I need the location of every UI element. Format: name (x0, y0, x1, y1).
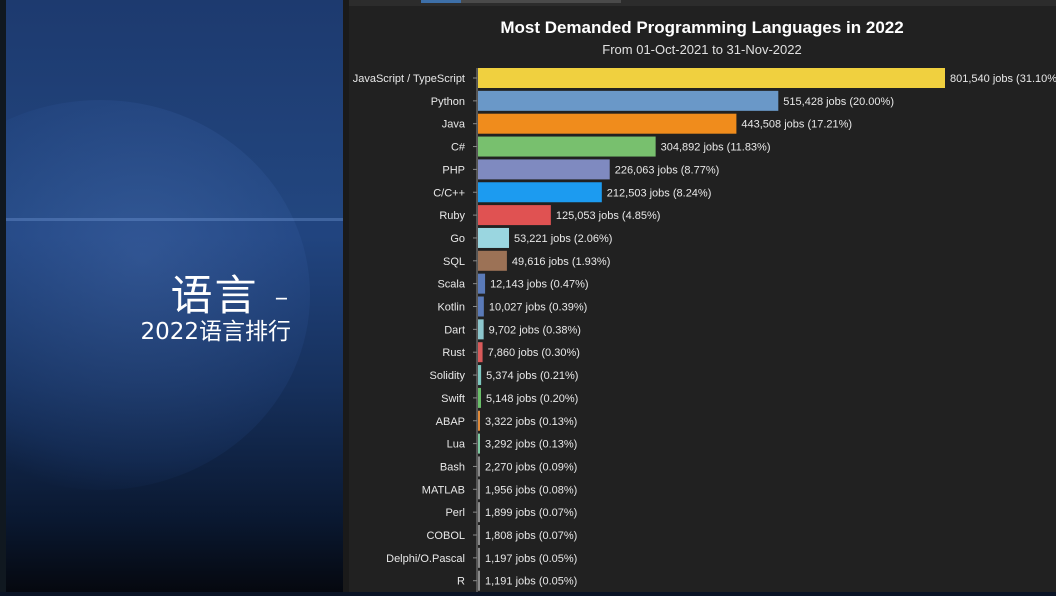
category-label: Rust (442, 347, 465, 359)
category-label: Dart (444, 324, 465, 336)
bar-c- (478, 136, 656, 157)
category-label: C/C++ (433, 187, 465, 199)
bar-rust (478, 342, 483, 363)
data-label: 49,616 jobs (1.93%) (512, 256, 610, 268)
category-label: Swift (441, 393, 465, 405)
data-label: 10,027 jobs (0.39%) (489, 302, 587, 314)
slide-title: 语言 - (170, 271, 291, 320)
data-label: 1,808 jobs (0.07%) (485, 530, 577, 542)
category-label: Java (442, 119, 466, 131)
data-label: 226,063 jobs (8.77%) (615, 164, 720, 176)
bar-ruby (478, 205, 551, 226)
category-label: Bash (440, 461, 465, 473)
category-label: Ruby (439, 210, 465, 222)
data-label: 9,702 jobs (0.38%) (489, 324, 581, 336)
top-tab-track (461, 0, 621, 3)
bar-swift (478, 387, 481, 408)
category-label: Delphi/O.Pascal (386, 553, 465, 565)
data-label: 443,508 jobs (17.21%) (741, 119, 852, 131)
data-label: 3,292 jobs (0.13%) (485, 439, 577, 451)
bar-javascript-typescript (478, 68, 945, 88)
data-label: 1,899 jobs (0.07%) (485, 507, 577, 519)
data-label: 515,428 jobs (20.00%) (783, 96, 894, 108)
chart-panel: Most Demanded Programming Languages in 2… (349, 0, 1056, 592)
data-label: 304,892 jobs (11.83%) (661, 142, 771, 154)
bar-perl (478, 502, 480, 523)
data-label: 5,374 jobs (0.21%) (486, 370, 578, 382)
data-label: 1,197 jobs (0.05%) (485, 553, 577, 565)
bar-go (478, 227, 510, 248)
category-label: C# (451, 142, 466, 154)
panel-separator (343, 0, 349, 592)
category-label: Go (450, 233, 465, 245)
data-label: 212,503 jobs (8.24%) (607, 187, 712, 199)
category-label: SQL (443, 256, 465, 268)
data-label: 12,143 jobs (0.47%) (490, 279, 588, 291)
bar-cobol (478, 525, 480, 545)
chart-title: Most Demanded Programming Languages in 2… (500, 18, 903, 37)
bar-r (478, 570, 480, 591)
category-label: PHP (442, 164, 465, 176)
bar-kotlin (478, 296, 484, 317)
slide-subtitle: 2022语言排行 (140, 319, 291, 345)
category-label: JavaScript / TypeScript (353, 73, 465, 85)
category-label: MATLAB (422, 484, 465, 496)
category-label: Python (431, 96, 465, 108)
data-label: 5,148 jobs (0.20%) (486, 393, 578, 405)
data-label: 1,191 jobs (0.05%) (485, 576, 577, 588)
category-label: Perl (445, 507, 465, 519)
bar-java (478, 113, 737, 134)
slide-edge (0, 0, 6, 592)
category-label: Solidity (430, 370, 466, 382)
top-tab-indicator (421, 0, 461, 3)
slide-panel: 语言 - 2022语言排行 (0, 0, 343, 592)
bar-matlab (478, 479, 480, 500)
slide-top-band (0, 0, 343, 218)
bar-scala (478, 273, 486, 294)
data-label: 3,322 jobs (0.13%) (485, 416, 577, 428)
bar-lua (478, 433, 480, 454)
bar-php (478, 159, 610, 180)
category-label: Lua (447, 439, 466, 451)
category-label: COBOL (426, 530, 465, 542)
bar-bash (478, 456, 480, 477)
data-label: 7,860 jobs (0.30%) (488, 347, 580, 359)
bar-dart (478, 319, 484, 340)
data-label: 125,053 jobs (4.85%) (556, 210, 661, 222)
bar-c-c- (478, 182, 602, 203)
category-label: ABAP (436, 416, 465, 428)
bar-sql (478, 250, 507, 271)
data-label: 53,221 jobs (2.06%) (514, 233, 612, 245)
data-label: 2,270 jobs (0.09%) (485, 461, 577, 473)
bar-python (478, 90, 779, 111)
category-label: R (457, 576, 465, 588)
bar-solidity (478, 365, 482, 386)
data-label: 1,956 jobs (0.08%) (485, 484, 577, 496)
bar-chart: Most Demanded Programming Languages in 2… (353, 18, 1056, 592)
bar-delphi-o-pascal (478, 547, 480, 568)
chart-bars: JavaScript / TypeScript 801,540 jobs (31.… (353, 68, 1056, 592)
bar-abap (478, 410, 480, 431)
category-label: Scala (437, 279, 465, 291)
chart-subtitle: From 01-Oct-2021 to 31-Nov-2022 (602, 42, 801, 57)
slide-divider (0, 218, 343, 221)
data-label: 801,540 jobs (31.10%) (950, 73, 1056, 85)
category-label: Kotlin (437, 302, 465, 314)
